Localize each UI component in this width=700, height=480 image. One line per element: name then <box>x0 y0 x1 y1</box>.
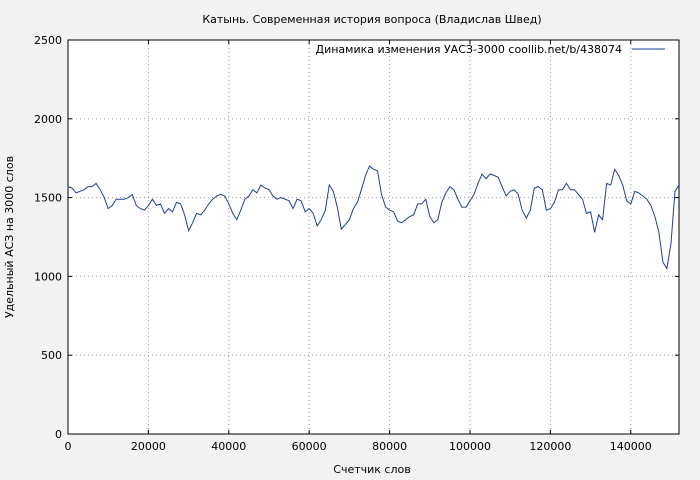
y-tick-label: 1000 <box>34 270 62 283</box>
y-tick-label: 2000 <box>34 113 62 126</box>
y-tick-label: 2500 <box>34 34 62 47</box>
x-tick-label: 100000 <box>449 440 491 453</box>
series-line <box>67 165 680 270</box>
y-axis-label: Удельный АСЗ на 3000 слов <box>3 156 16 318</box>
y-tick-label: 500 <box>41 349 62 362</box>
x-tick-label: 60000 <box>292 440 327 453</box>
y-tick-label: 0 <box>55 428 62 441</box>
y-tick-label: 1500 <box>34 192 62 205</box>
x-tick-label: 120000 <box>529 440 571 453</box>
grid-lines <box>68 40 679 434</box>
legend-entry-label: Динамика изменения УАСЗ-3000 coollib.net… <box>316 43 623 56</box>
legend: Динамика изменения УАСЗ-3000 coollib.net… <box>316 43 665 56</box>
chart-title: Катынь. Современная история вопроса (Вла… <box>202 13 541 26</box>
x-tick-label: 20000 <box>131 440 166 453</box>
x-axis-label: Счетчик слов <box>333 463 410 476</box>
x-tick-label: 140000 <box>610 440 652 453</box>
x-tick-label: 0 <box>65 440 72 453</box>
x-tick-label: 80000 <box>372 440 407 453</box>
plot-area <box>67 39 680 435</box>
x-tick-label: 40000 <box>211 440 246 453</box>
axis-ticks: 0 20000 40000 60000 80000 100000 120000 140000 0… <box>34 34 679 453</box>
